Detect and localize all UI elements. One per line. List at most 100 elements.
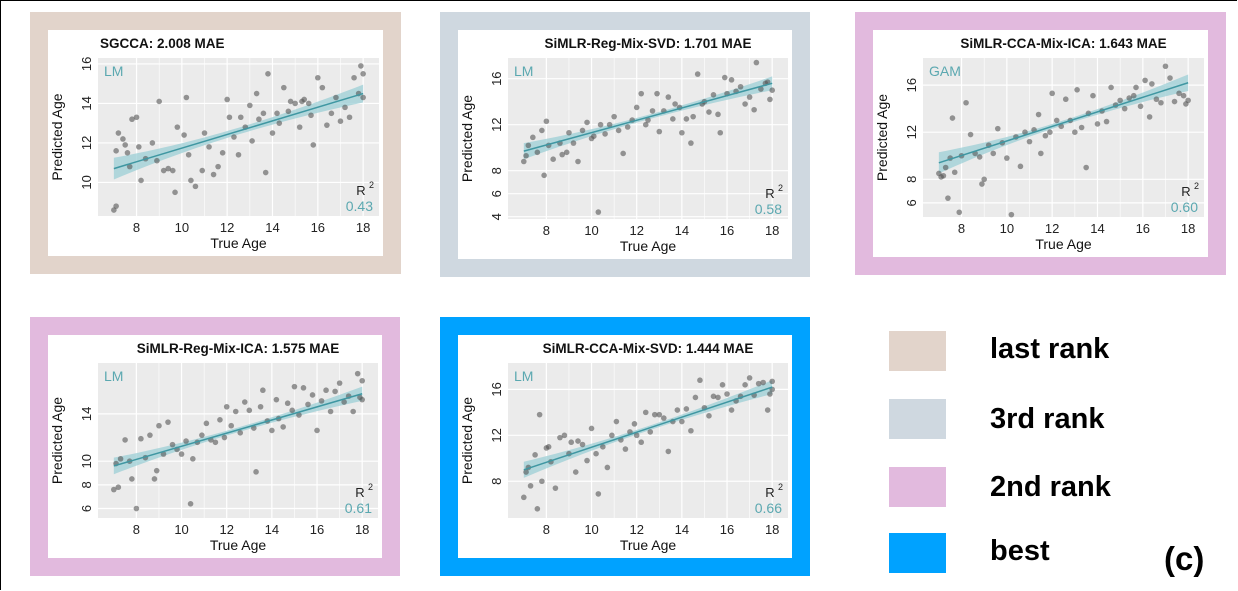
data-point [521, 494, 527, 501]
x-tick-label: 16 [1136, 221, 1150, 236]
chart-title: SiMLR-CCA-Mix-ICA: 1.643 MAE [960, 36, 1166, 51]
data-point [323, 387, 329, 394]
model-annotation: LM [104, 368, 123, 384]
y-tick-label: 10 [79, 175, 94, 189]
data-point [359, 396, 365, 403]
data-point [273, 396, 280, 403]
data-point [124, 150, 131, 156]
x-tick-label: 10 [174, 522, 188, 537]
data-point [715, 111, 721, 118]
data-point [332, 388, 338, 395]
data-point [117, 456, 124, 462]
x-tick-label: 18 [356, 220, 370, 235]
data-point [755, 380, 762, 387]
r2-value: 0.61 [345, 500, 372, 516]
data-point [174, 124, 181, 130]
data-point [223, 403, 230, 410]
data-point [688, 140, 694, 146]
y-tick-label: 8 [79, 481, 94, 488]
data-point [133, 114, 140, 121]
data-point [190, 456, 196, 462]
data-point [253, 90, 260, 97]
data-point [122, 437, 128, 443]
panel-simlr-reg-mix-ica: 8 10 12 14 16 18 6 8 10 14 LM R 2 0.61 SiMLR-Reg-Mix-I… [30, 317, 400, 576]
data-point [742, 382, 748, 388]
data-point [552, 485, 559, 491]
data-point [568, 439, 575, 446]
data-point [532, 452, 538, 458]
data-point [237, 114, 244, 121]
data-point [346, 114, 353, 121]
data-point [1130, 92, 1137, 99]
x-axis-label: True Age [210, 235, 267, 251]
fit-line [523, 386, 773, 471]
data-point [328, 110, 335, 117]
panel-sgcca: 8 10 12 14 16 18 10 12 14 16 LM R 2 0.43 SGCCA: 2.008 … [30, 12, 401, 274]
x-tick-label: 10 [584, 522, 598, 537]
panel-simlr-cca-mix-svd: 8 10 12 14 16 18 8 12 16 LM R 2 0.66 SiMLR-CCA-Mix-SV… [440, 317, 810, 576]
data-point [165, 419, 171, 425]
y-tick-label: 12 [79, 136, 94, 150]
data-point [728, 77, 735, 83]
y-tick-label: 16 [489, 382, 504, 396]
y-axis-label: Predicted Age [459, 95, 475, 182]
data-point [606, 121, 613, 128]
data-point [591, 133, 597, 139]
r2-superscript: 2 [368, 482, 373, 492]
data-point [767, 96, 773, 103]
data-point [327, 408, 334, 415]
legend-label-3rd-rank: 3rd rank [990, 403, 1105, 435]
data-point [767, 391, 773, 397]
data-point [981, 176, 987, 183]
y-tick-label: 14 [79, 96, 94, 110]
data-point [1103, 118, 1110, 125]
data-point [201, 130, 208, 136]
data-point [575, 158, 581, 165]
data-point [111, 486, 117, 493]
plot-area-simlr-reg-mix-ica [98, 363, 378, 518]
y-axis-label: Predicted Age [49, 93, 65, 180]
scatter-plot-simlr-reg-mix-svd: 8 10 12 14 16 18 4 6 8 12 16 LM R 2 0.58 SiMLR-Reg-Mix-… [440, 12, 810, 277]
data-point [593, 450, 599, 457]
data-point [769, 378, 775, 385]
data-point [633, 432, 640, 439]
data-point [649, 108, 656, 114]
data-point [226, 114, 233, 121]
data-point [534, 506, 541, 512]
data-point [285, 108, 292, 115]
data-point [638, 90, 645, 97]
legend-swatch-last-rank [889, 331, 946, 371]
data-point [224, 96, 230, 103]
data-point [269, 130, 276, 136]
data-point [1142, 77, 1148, 84]
chart-title: SiMLR-CCA-Mix-SVD: 1.444 MAE [543, 341, 754, 356]
data-point [178, 451, 185, 457]
data-point [631, 421, 638, 427]
data-point [1133, 84, 1139, 91]
data-point [341, 399, 347, 405]
y-tick-label: 8 [904, 176, 919, 183]
data-point [360, 71, 366, 77]
data-point [609, 432, 615, 439]
data-point [1035, 111, 1042, 118]
data-point [717, 129, 724, 136]
fit-line [113, 393, 363, 467]
data-point [572, 469, 579, 475]
data-point [561, 432, 568, 439]
data-point [1146, 114, 1153, 120]
data-point [1117, 97, 1123, 104]
data-point [979, 181, 985, 187]
y-tick-label: 12 [489, 428, 504, 442]
data-point [613, 418, 620, 425]
data-point [251, 425, 257, 431]
data-point [156, 422, 162, 429]
data-point [706, 413, 712, 419]
data-point [692, 394, 699, 401]
data-point [274, 110, 280, 117]
data-point [525, 142, 532, 149]
x-tick-label: 12 [219, 522, 233, 537]
data-point [187, 501, 194, 507]
data-point [199, 167, 206, 174]
data-point [600, 444, 606, 450]
data-point [1153, 96, 1160, 103]
